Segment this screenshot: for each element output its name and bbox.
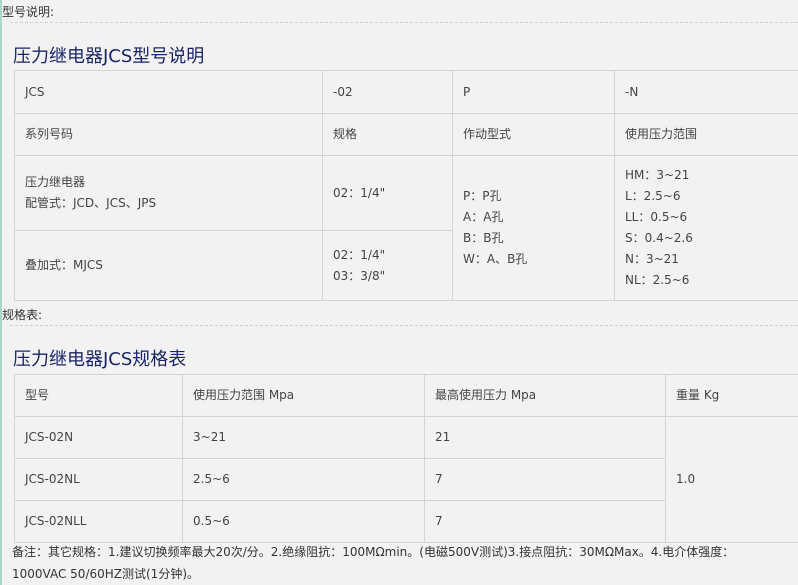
- text: LL：0.5~6: [625, 210, 688, 224]
- cell: 系列号码: [14, 113, 323, 156]
- cell: 作动型式: [452, 113, 615, 156]
- header-cell: 使用压力范围 Mpa: [182, 374, 425, 417]
- table-row: JCS-02N 3~21 21 1.0: [14, 416, 798, 543]
- cell: JCS-02N: [14, 416, 183, 459]
- header-cell: 最高使用压力 Mpa: [424, 374, 666, 417]
- cell: 7: [424, 458, 666, 501]
- table-row: 压力继电器配管式：JCD、JCS、JPS 02：1/4" P：P孔 A：A孔 B：B…: [14, 155, 798, 301]
- cell: JCS: [14, 70, 323, 114]
- header-cell: 重量 Kg: [665, 374, 798, 417]
- text: 压力继电器: [25, 175, 86, 189]
- cell: -02: [322, 70, 453, 114]
- text: N：3~21: [625, 252, 679, 266]
- remarks-note: 备注：其它规格：1.建议切换频率最大20次/分。2.绝缘阻抗：100MΩmin。…: [12, 545, 735, 581]
- cell: JCS-02NLL: [14, 500, 183, 543]
- divider: [10, 22, 798, 23]
- divider: [10, 325, 798, 326]
- model-title: 压力继电器JCS型号说明: [13, 46, 205, 67]
- table-row: 系列号码 规格 作动型式 使用压力范围: [14, 113, 798, 156]
- text: L：2.5~6: [625, 189, 681, 203]
- actuation-cell: P：P孔 A：A孔 B：B孔 W：A、B孔: [452, 155, 615, 301]
- table-row: 型号 使用压力范围 Mpa 最高使用压力 Mpa 重量 Kg: [14, 374, 798, 417]
- header-cell: 型号: [14, 374, 183, 417]
- section-label-spec: 规格表:: [2, 308, 43, 322]
- table-row: JCS-02NLL 0.5~6 7: [14, 500, 798, 543]
- text: S：0.4~2.6: [625, 231, 693, 245]
- cell: 规格: [322, 113, 453, 156]
- text: P：P孔: [463, 189, 502, 203]
- text: 03：3/8": [333, 268, 386, 283]
- cell: -N: [614, 70, 798, 114]
- cell: JCS-02NL: [14, 458, 183, 501]
- text: 配管式：JCD、JCS、JPS: [25, 196, 157, 210]
- text: W：A、B孔: [463, 252, 528, 266]
- cell: 7: [424, 500, 666, 543]
- pressure-cell: HM：3~21 L：2.5~6 LL：0.5~6 S：0.4~2.6 N：3~21 NL：…: [614, 155, 798, 301]
- text: 02：1/4": [333, 247, 386, 262]
- weight-cell: 1.0: [665, 416, 798, 543]
- cell: 2.5~6: [182, 458, 425, 501]
- section-label-model: 型号说明:: [2, 5, 55, 19]
- table-row: JCS-02NL 2.5~6 7: [14, 458, 798, 501]
- cell: 使用压力范围: [614, 113, 798, 156]
- text: B：B孔: [463, 231, 504, 245]
- text: A：A孔: [463, 210, 504, 224]
- text: NL：2.5~6: [625, 273, 690, 287]
- cell: 3~21: [182, 416, 425, 459]
- table-row: 叠加式：MJCS 02：1/4" 03：3/8": [14, 230, 798, 301]
- spec-title: 压力继电器JCS规格表: [13, 349, 187, 370]
- table-row: JCS -02 P -N: [14, 70, 798, 114]
- cell: 21: [424, 416, 666, 459]
- model-table: JCS -02 P -N 系列号码 规格 作动型式 使用压力范围 压力继电器配管…: [14, 70, 798, 301]
- cell: 02：1/4" 03：3/8": [322, 230, 453, 301]
- text: HM：3~21: [625, 168, 690, 182]
- cell: P: [452, 70, 615, 114]
- cell: 0.5~6: [182, 500, 425, 543]
- cell: 02：1/4": [322, 155, 453, 231]
- cell: 压力继电器配管式：JCD、JCS、JPS: [14, 155, 323, 231]
- spec-table: 型号 使用压力范围 Mpa 最高使用压力 Mpa 重量 Kg JCS-02N 3…: [14, 374, 798, 543]
- cell: 叠加式：MJCS: [14, 230, 323, 301]
